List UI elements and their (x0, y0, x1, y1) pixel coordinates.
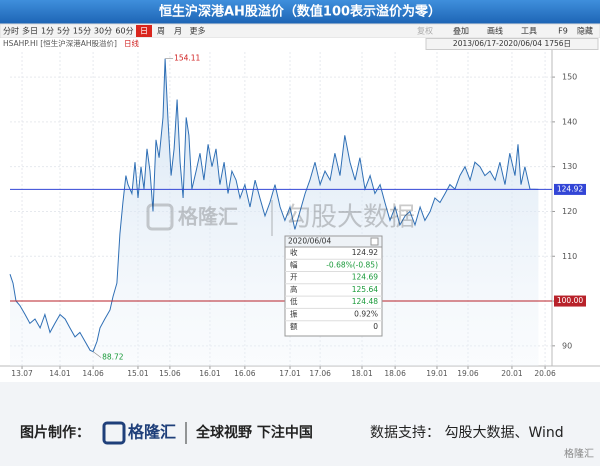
x-tick-label: 17.01 (279, 369, 301, 378)
tooltip-value: 124.92 (352, 248, 378, 257)
tooltip-value: 124.48 (352, 297, 378, 306)
footer-logo-icon (102, 421, 126, 445)
tooltip-value: 124.69 (352, 273, 378, 282)
plot: 9010011012013014015013.0714.0114.0615.01… (0, 50, 600, 382)
tooltip-value: 0.92% (354, 310, 378, 319)
annotation: 154.11 (174, 54, 200, 63)
x-tick-label: 18.01 (351, 369, 373, 378)
range: 2013/06/17-2020/06/04 1756日 (453, 39, 571, 48)
tooltip-box (284, 235, 383, 337)
toolbar-button[interactable]: 周 (157, 27, 165, 36)
reference-label-box (554, 295, 586, 307)
tooltip-key: 振 (290, 309, 298, 319)
range-box (425, 38, 599, 50)
toolbar-button[interactable]: 多日 (22, 26, 38, 36)
x-tick-label: 18.06 (384, 369, 406, 378)
footer-logo: 格隆汇 (128, 423, 176, 442)
y-tick-label: 150 (562, 73, 577, 82)
toolbar-button[interactable]: 分时 (3, 26, 19, 36)
footer-made-by: 图片制作： (20, 424, 90, 441)
toolbar-button[interactable]: 隐藏 (577, 26, 593, 36)
toolbar-button[interactable]: 5分 (57, 27, 70, 36)
toolbar-button[interactable]: 1分 (41, 27, 54, 36)
tooltip: 2020/06/04 收 124.92 幅 -0.68%(-0.85) 开 124.69 高… (284, 235, 383, 337)
period: 日线 (124, 38, 139, 48)
symbol: HSAHP.HI [恒生沪深港AH股溢价] (3, 38, 117, 48)
toolbar-button[interactable]: 60分 (115, 27, 133, 36)
tooltip-key: 低 (290, 296, 298, 306)
annotation: 88.72 (102, 353, 124, 362)
toolbar-button[interactable]: 复权 (417, 26, 433, 36)
title-bar (0, 0, 600, 24)
toolbar-button[interactable]: 月 (174, 27, 182, 36)
footer (0, 382, 600, 466)
reference-label: 124.92 (557, 184, 583, 193)
tooltip-header (284, 235, 383, 248)
y-tick-label: 120 (562, 207, 577, 216)
tooltip-key: 幅 (290, 259, 298, 269)
title: 恒生沪深港AH股溢价（数值100表示溢价为零） (159, 4, 441, 20)
reference-label-box (554, 183, 586, 195)
tooltip-close[interactable] (370, 237, 379, 246)
toolbar-button[interactable]: F9 (558, 27, 568, 36)
toolbar-active (136, 25, 152, 37)
x-tick-label: 14.01 (49, 369, 71, 378)
toolbar-button[interactable]: 工具 (521, 27, 537, 36)
y-tick-label: 110 (562, 252, 577, 261)
y-tick-label: 90 (562, 341, 572, 350)
tooltip-value: 0 (373, 322, 378, 331)
toolbar-button[interactable]: 更多 (190, 26, 206, 36)
x-tick-label: 13.07 (11, 369, 33, 378)
x-tick-label: 16.06 (234, 369, 256, 378)
watermark-source: 勾股大数据 (285, 203, 415, 233)
tooltip-date: 2020/06/04 (288, 237, 331, 246)
tooltip-value: -0.68%(-0.85) (326, 260, 378, 269)
watermark-icon (146, 203, 174, 231)
y-tick-label: 140 (562, 117, 577, 126)
watermark: 格隆汇 勾股大数据 (146, 200, 415, 236)
watermark-brand: 格隆汇 (178, 205, 238, 229)
footer-corner: 格隆汇 (564, 447, 594, 460)
toolbar-button[interactable]: 30分 (94, 27, 112, 36)
footer-data-source: 数据支持： 勾股大数据、Wind (370, 425, 564, 441)
toolbar-button[interactable]: 15分 (73, 27, 91, 36)
y-tick-label: 130 (562, 162, 577, 171)
x-tick-label: 20.06 (534, 369, 556, 378)
x-tick-label: 16.01 (199, 369, 221, 378)
toolbar-button[interactable]: 叠加 (453, 26, 469, 36)
x-tick-label: 17.06 (309, 369, 331, 378)
area (10, 58, 539, 366)
tooltip-key: 收 (290, 247, 298, 257)
x-tick-label: 14.06 (82, 369, 104, 378)
x-tick-label: 19.01 (426, 369, 448, 378)
tooltip-value: 125.64 (352, 285, 378, 294)
reference-label: 100.00 (557, 296, 583, 305)
toolbar-button[interactable]: 日 (140, 27, 148, 36)
x-tick-label: 20.01 (501, 369, 523, 378)
footer-slogan: 全球视野 下注中国 (195, 424, 313, 441)
toolbar-button[interactable]: 画线 (487, 26, 503, 36)
x-tick-label: 19.06 (457, 369, 479, 378)
x-tick-label: 15.06 (159, 369, 181, 378)
tooltip-key: 高 (290, 284, 298, 294)
x-tick-label: 15.01 (127, 369, 149, 378)
annotation-leader (92, 351, 102, 358)
tooltip-key: 开 (290, 273, 298, 282)
tooltip-key: 额 (290, 321, 298, 331)
